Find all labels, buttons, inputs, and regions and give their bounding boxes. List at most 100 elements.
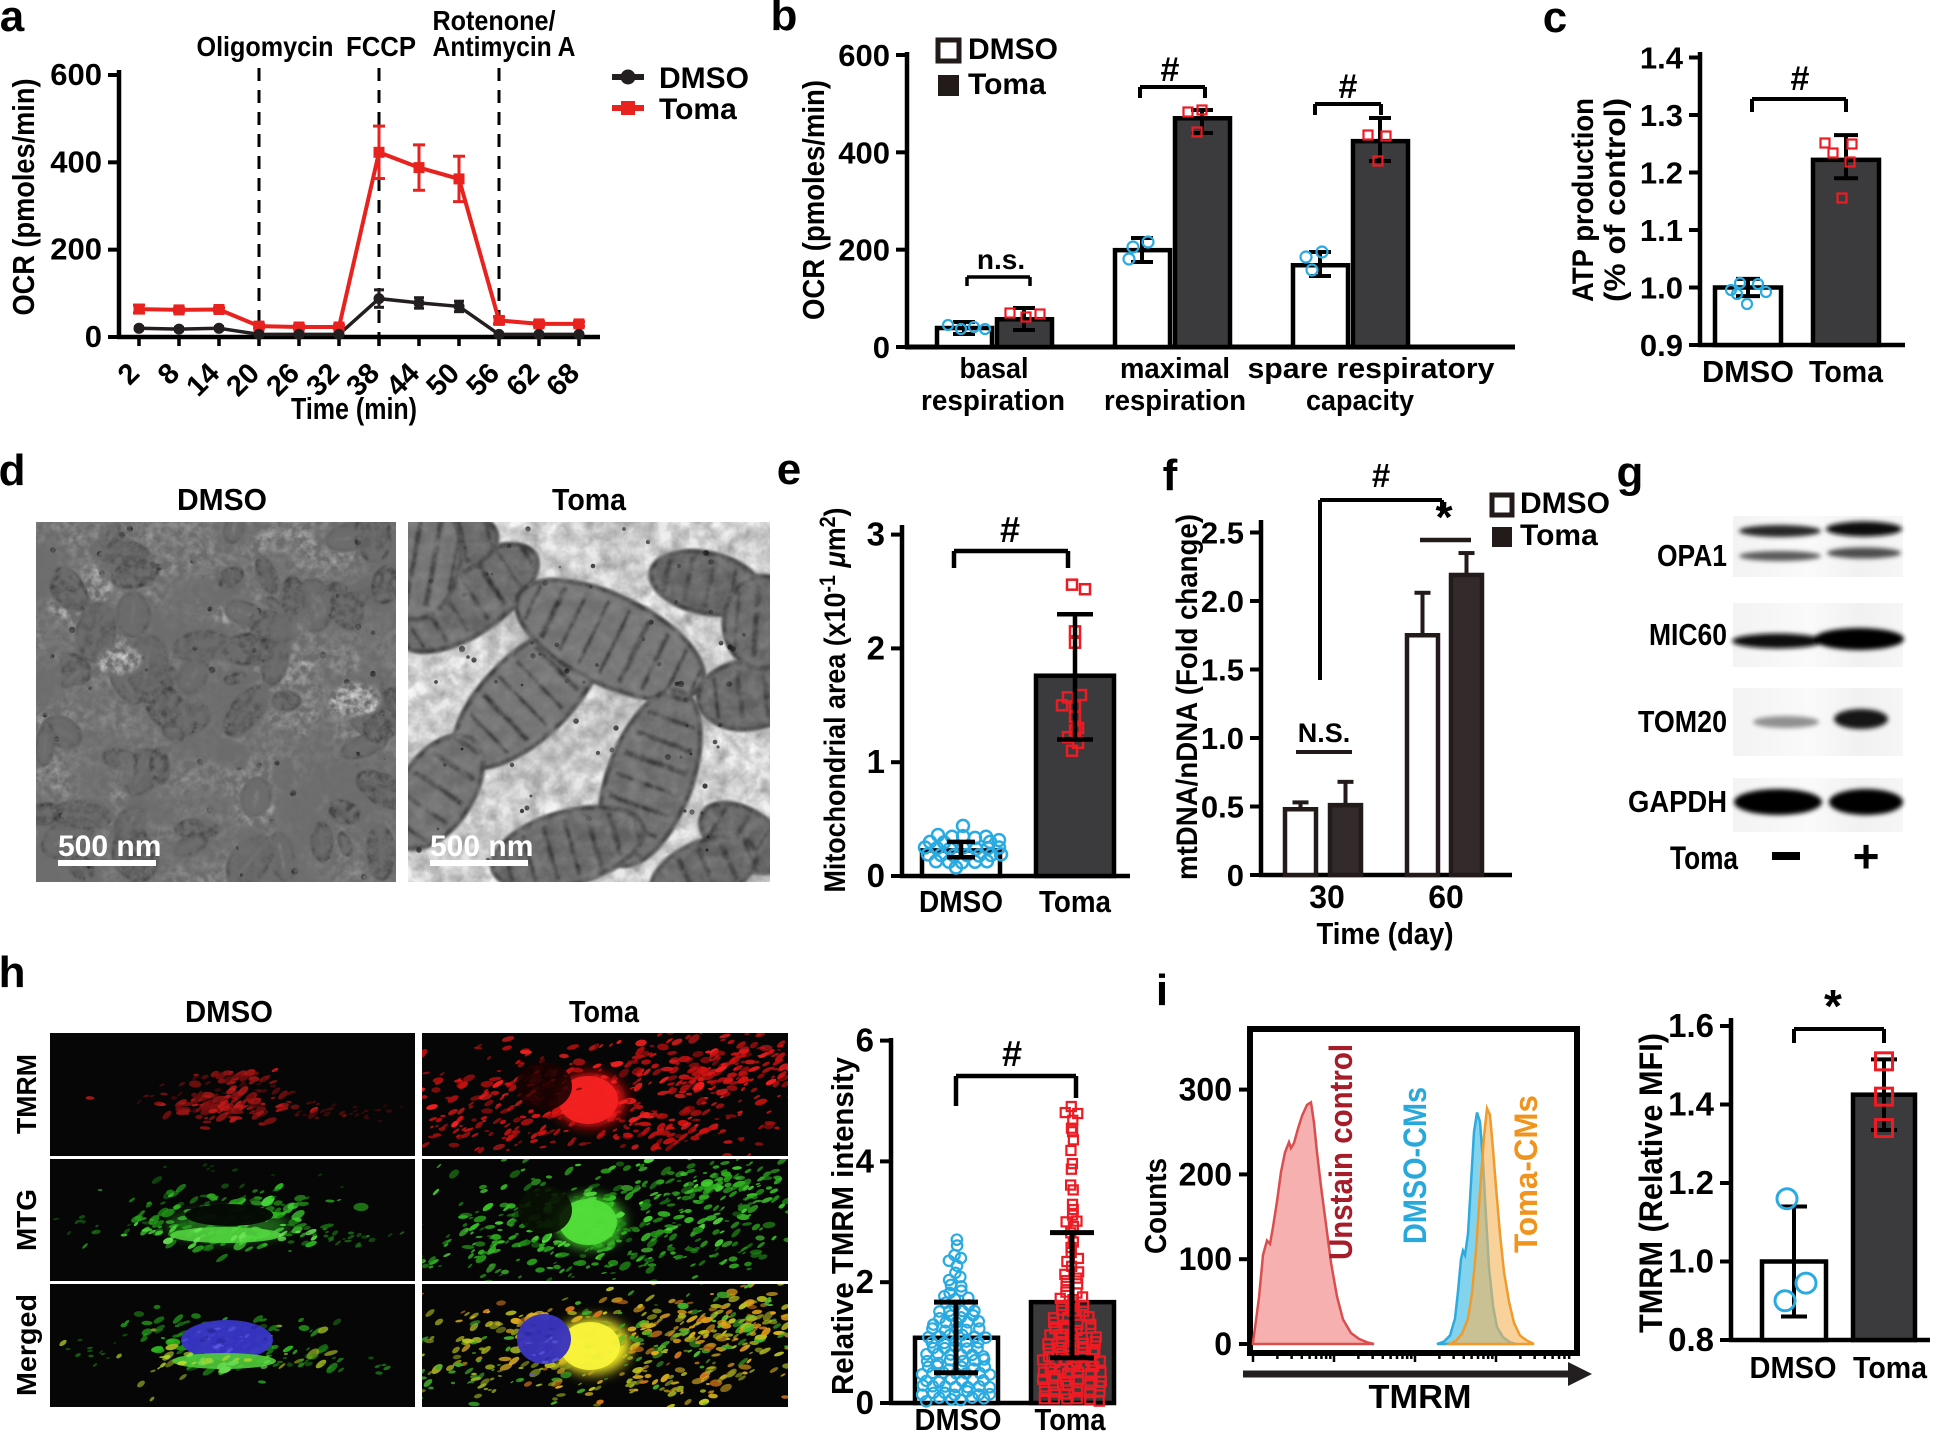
svg-text:OPA1: OPA1: [1657, 538, 1727, 573]
svg-text:mtDNA/nDNA (Fold change): mtDNA/nDNA (Fold change): [1171, 514, 1204, 880]
svg-text:DMSO: DMSO: [1520, 487, 1610, 520]
svg-text:#: #: [1791, 60, 1810, 98]
svg-text:100: 100: [1179, 1241, 1232, 1277]
svg-text:MTG: MTG: [11, 1189, 42, 1251]
svg-text:Toma: Toma: [1809, 354, 1884, 389]
svg-text:spare respiratory: spare respiratory: [1248, 353, 1495, 385]
svg-text:DMSO: DMSO: [659, 62, 749, 95]
svg-text:600: 600: [838, 38, 890, 73]
svg-text:DMSO: DMSO: [1750, 1350, 1837, 1385]
svg-text:600: 600: [50, 57, 102, 92]
svg-text:DMSO: DMSO: [177, 482, 267, 517]
svg-text:0: 0: [873, 330, 890, 365]
svg-text:Time (day): Time (day): [1317, 916, 1454, 951]
svg-text:400: 400: [50, 144, 102, 179]
svg-text:g: g: [1617, 448, 1644, 497]
svg-text:TOM20: TOM20: [1638, 704, 1727, 739]
svg-text:Antimycin A: Antimycin A: [433, 31, 576, 62]
svg-text:1.5: 1.5: [1201, 653, 1244, 688]
svg-text:f: f: [1163, 451, 1178, 500]
svg-text:500 nm: 500 nm: [430, 830, 533, 863]
svg-text:capacity: capacity: [1306, 385, 1414, 417]
svg-text:1: 1: [867, 743, 885, 780]
svg-text:1.0: 1.0: [1640, 271, 1683, 306]
svg-text:FCCP: FCCP: [346, 31, 416, 62]
svg-text:4: 4: [856, 1142, 875, 1179]
svg-text:*: *: [1435, 493, 1453, 542]
svg-text:b: b: [771, 0, 798, 40]
svg-text:1.6: 1.6: [1668, 1007, 1714, 1044]
svg-text:1.0: 1.0: [1201, 721, 1244, 756]
svg-text:0: 0: [856, 1384, 874, 1421]
svg-text:GAPDH: GAPDH: [1628, 784, 1727, 819]
svg-text:Mitochondrial area (x10-1 μm2): Mitochondrial area (x10-1 μm2): [815, 508, 852, 893]
svg-text:N.S.: N.S.: [1298, 718, 1351, 748]
svg-text:c: c: [1543, 0, 1567, 42]
svg-text:TMRM: TMRM: [1369, 1378, 1472, 1415]
svg-text:Toma: Toma: [1853, 1350, 1928, 1385]
svg-text:200: 200: [50, 232, 102, 267]
svg-text:i: i: [1156, 966, 1168, 1015]
svg-text:Toma: Toma: [569, 994, 640, 1029]
svg-text:2.0: 2.0: [1201, 584, 1244, 619]
svg-text:DMSO: DMSO: [915, 1402, 1002, 1433]
svg-text:400: 400: [838, 135, 890, 170]
svg-text:basal: basal: [960, 353, 1029, 385]
svg-text:200: 200: [838, 233, 890, 268]
svg-text:#: #: [1000, 509, 1020, 550]
svg-text:1.3: 1.3: [1640, 98, 1683, 133]
svg-text:0.8: 0.8: [1668, 1321, 1714, 1358]
svg-text:n.s.: n.s.: [977, 244, 1025, 275]
svg-text:OCR (pmoles/min): OCR (pmoles/min): [6, 79, 41, 316]
svg-text:0: 0: [1227, 858, 1244, 893]
svg-text:Toma: Toma: [1035, 1402, 1107, 1433]
svg-text:TMRM: TMRM: [11, 1054, 42, 1134]
svg-text:Relative TMRM intensity: Relative TMRM intensity: [825, 1056, 860, 1395]
svg-text:30: 30: [1309, 879, 1345, 915]
svg-text:MIC60: MIC60: [1649, 617, 1727, 652]
svg-text:1.0: 1.0: [1668, 1243, 1714, 1280]
svg-text:1.2: 1.2: [1668, 1164, 1714, 1201]
svg-text:6: 6: [856, 1022, 874, 1059]
svg-text:Counts: Counts: [1138, 1158, 1173, 1254]
svg-text:0.9: 0.9: [1640, 328, 1683, 363]
svg-text:Toma-CMs: Toma-CMs: [1508, 1095, 1544, 1253]
svg-text:1.4: 1.4: [1640, 41, 1684, 76]
svg-text:Unstain control: Unstain control: [1323, 1044, 1359, 1260]
svg-text:0.5: 0.5: [1201, 790, 1244, 825]
svg-text:Time (min): Time (min): [291, 391, 417, 426]
svg-text:200: 200: [1179, 1156, 1232, 1192]
svg-text:*: *: [1824, 980, 1842, 1032]
svg-text:#: #: [1161, 51, 1180, 89]
svg-text:e: e: [777, 445, 801, 494]
svg-text:Toma: Toma: [1520, 519, 1598, 552]
svg-text:Toma: Toma: [1670, 840, 1738, 876]
svg-text:maximal: maximal: [1120, 353, 1230, 385]
svg-text:0: 0: [85, 319, 102, 354]
svg-text:60: 60: [1428, 879, 1464, 915]
svg-text:500 nm: 500 nm: [58, 830, 161, 863]
svg-text:2: 2: [856, 1263, 874, 1300]
svg-text:Oligomycin: Oligomycin: [197, 31, 334, 62]
svg-text:respiration: respiration: [921, 385, 1065, 417]
svg-text:0: 0: [1214, 1326, 1232, 1362]
svg-text:300: 300: [1179, 1072, 1232, 1108]
svg-text:1.2: 1.2: [1640, 156, 1683, 191]
svg-text:DMSO: DMSO: [919, 884, 1003, 919]
svg-text:ATP production: ATP production: [1567, 98, 1600, 302]
svg-text:Rotenone/: Rotenone/: [433, 5, 556, 36]
svg-text:Toma: Toma: [968, 68, 1046, 101]
svg-text:DMSO: DMSO: [185, 994, 273, 1029]
svg-text:a: a: [0, 0, 25, 41]
svg-text:DMSO: DMSO: [968, 33, 1058, 66]
svg-text:0: 0: [867, 857, 885, 894]
svg-text:#: #: [1339, 68, 1358, 106]
svg-text:1.1: 1.1: [1640, 213, 1683, 248]
svg-text:2.5: 2.5: [1201, 516, 1244, 551]
svg-text:Merged: Merged: [11, 1294, 42, 1396]
svg-text:OCR (pmoles/min): OCR (pmoles/min): [796, 80, 831, 320]
svg-text:3: 3: [867, 516, 885, 553]
svg-text:d: d: [0, 446, 25, 495]
svg-text:2: 2: [867, 629, 885, 666]
svg-text:h: h: [0, 948, 25, 997]
